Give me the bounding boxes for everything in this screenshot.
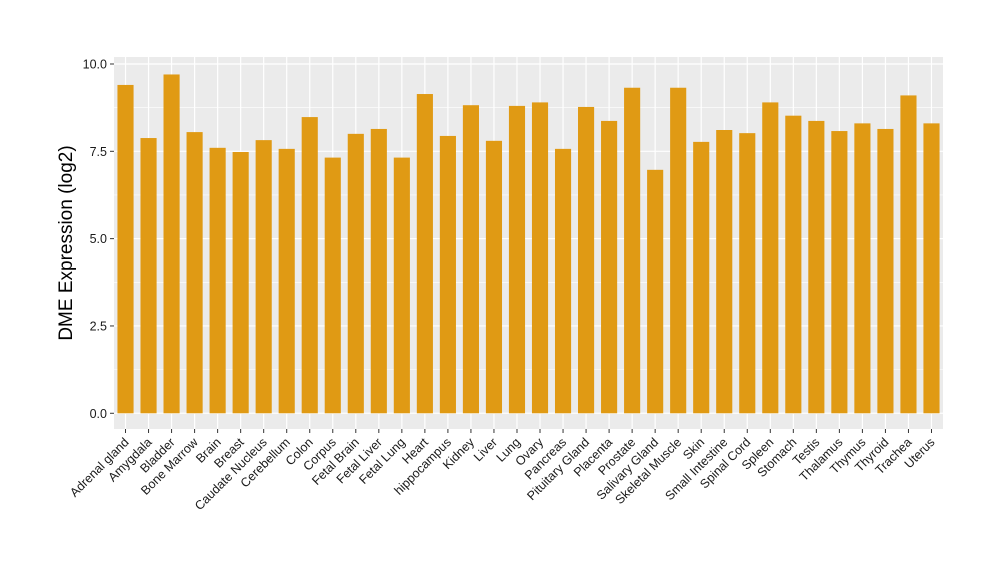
- bar: [900, 95, 917, 414]
- y-axis-title: DME Expression (log2): [56, 145, 77, 340]
- bar: [140, 138, 157, 414]
- bar: [393, 157, 410, 414]
- bar: [739, 133, 756, 414]
- bar: [439, 135, 456, 414]
- bar: [324, 157, 341, 414]
- bar: [670, 87, 687, 414]
- bar: [416, 94, 433, 414]
- bar: [531, 102, 549, 414]
- bar: [370, 128, 387, 414]
- bar: [785, 115, 802, 414]
- bar: [808, 120, 825, 414]
- bar: [485, 140, 503, 414]
- bar: [347, 133, 364, 414]
- bar: [186, 132, 203, 414]
- bar: [854, 123, 871, 414]
- bar: [117, 84, 134, 414]
- bar: [163, 74, 180, 414]
- x-tick-label: Liver: [471, 435, 500, 464]
- bar: [923, 123, 940, 414]
- y-axis: 0.0 2.5 5.0 7.5 10.0: [83, 57, 114, 421]
- y-tick-label: 7.5: [90, 145, 107, 159]
- bar: [209, 147, 226, 414]
- y-tick-label: 10.0: [83, 57, 107, 71]
- bar: [232, 152, 249, 414]
- bar: [877, 128, 894, 414]
- bar: [462, 105, 479, 414]
- bar: [278, 148, 295, 414]
- bar: [578, 106, 595, 414]
- bars: [117, 74, 940, 414]
- bar: [624, 87, 641, 414]
- plot-panel: [114, 57, 943, 429]
- bar: [831, 131, 848, 414]
- bar: [601, 120, 618, 414]
- y-tick-label: 0.0: [90, 407, 107, 421]
- bar: [762, 102, 779, 414]
- bar: [716, 130, 733, 414]
- y-tick-label: 5.0: [90, 232, 107, 246]
- bar: [301, 117, 318, 414]
- bar: [647, 169, 664, 414]
- bar: [508, 105, 526, 414]
- y-tick-label: 2.5: [90, 319, 107, 333]
- bar: [554, 148, 572, 414]
- bar: [255, 140, 272, 414]
- bar: [693, 141, 710, 414]
